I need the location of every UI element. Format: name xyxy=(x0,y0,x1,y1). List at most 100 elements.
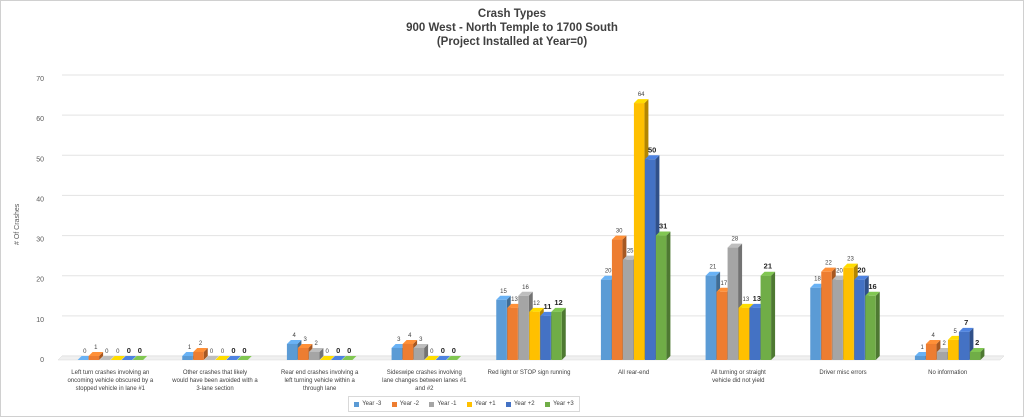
data-label: 0 xyxy=(221,349,225,355)
y-axis-label: # Of Crashes xyxy=(14,203,21,245)
legend-item: Year -1 xyxy=(429,401,456,407)
bar-top xyxy=(204,356,219,360)
bar-top xyxy=(110,356,126,360)
bar xyxy=(969,351,981,360)
bar xyxy=(182,355,193,360)
data-label: 64 xyxy=(638,92,645,98)
bar xyxy=(947,339,959,360)
bar xyxy=(193,351,204,360)
bar xyxy=(496,299,507,360)
data-label: 0 xyxy=(105,349,109,355)
bar xyxy=(914,355,926,360)
data-label: 16 xyxy=(868,282,876,291)
bar-top xyxy=(391,343,407,348)
data-label: 5 xyxy=(953,329,957,335)
y-tick-label: 70 xyxy=(36,76,44,83)
bar xyxy=(738,307,750,360)
bar xyxy=(507,307,518,360)
bar xyxy=(727,247,739,360)
bar xyxy=(88,355,100,360)
bar xyxy=(832,279,843,360)
data-label: 15 xyxy=(500,289,507,295)
legend-item: Year -3 xyxy=(354,401,381,407)
bar-top xyxy=(843,263,858,268)
data-label: 1 xyxy=(920,345,924,351)
y-tick-label: 0 xyxy=(40,357,44,364)
bar-top xyxy=(738,303,754,308)
legend-item: Year +1 xyxy=(466,401,496,407)
bar xyxy=(633,103,645,360)
x-tick-label: Rear end crashes involving a left turning… xyxy=(281,370,359,392)
bar-top xyxy=(237,356,252,360)
data-label: 2 xyxy=(199,341,203,347)
legend-label: Year -2 xyxy=(399,401,419,407)
bar-side xyxy=(424,343,429,360)
bar xyxy=(843,267,854,360)
bar xyxy=(402,343,414,360)
bar-top xyxy=(518,291,533,296)
data-label: 12 xyxy=(554,298,562,307)
x-tick-label: Other crashes that likely would have been… xyxy=(171,370,258,392)
data-label: 0 xyxy=(83,349,87,355)
data-label: 21 xyxy=(709,265,716,271)
bar-top xyxy=(633,99,649,104)
bar xyxy=(810,287,821,360)
y-tick-label: 10 xyxy=(36,317,44,324)
bar-top xyxy=(551,307,566,312)
legend: Year -3 Year -2 Year -1 Year +1 Year +2 Year … xyxy=(348,396,580,412)
bar-top xyxy=(644,155,660,160)
bar xyxy=(529,311,540,360)
bar-top xyxy=(936,347,952,352)
bar-top xyxy=(821,267,836,272)
data-label: 0 xyxy=(452,346,456,355)
bar-top xyxy=(215,356,230,360)
bar-side xyxy=(203,347,208,360)
bar-top xyxy=(727,243,743,248)
bar-top xyxy=(529,307,544,312)
data-label: 28 xyxy=(731,237,738,243)
y-tick-label: 50 xyxy=(36,156,44,163)
bar xyxy=(655,235,667,360)
legend-label: Year +1 xyxy=(474,401,496,407)
data-label: 20 xyxy=(857,266,865,275)
data-label: 22 xyxy=(825,261,832,267)
data-label: 18 xyxy=(814,277,821,283)
data-label: 0 xyxy=(441,346,445,355)
bar xyxy=(391,347,403,360)
bar-top xyxy=(540,311,555,316)
bar-top xyxy=(507,303,522,308)
bar-top xyxy=(496,295,511,300)
bar xyxy=(644,159,656,360)
bar xyxy=(551,311,562,360)
bar-top xyxy=(341,356,357,360)
bar-top xyxy=(121,356,137,360)
data-label: 1 xyxy=(188,345,192,351)
data-label: 13 xyxy=(511,297,518,303)
bar-top xyxy=(947,335,963,340)
legend-item: Year +3 xyxy=(545,401,574,407)
bar-top xyxy=(655,231,671,236)
legend-swatch xyxy=(505,401,511,407)
data-label: 3 xyxy=(419,337,423,343)
data-label: 4 xyxy=(408,333,412,339)
y-tick-label: 20 xyxy=(36,277,44,284)
data-label: 11 xyxy=(544,302,552,311)
bar-top xyxy=(193,347,208,352)
chart-subtitle: 900 West - North Temple to 1700 South xyxy=(406,22,618,34)
bar xyxy=(413,347,425,360)
bar-top xyxy=(226,356,241,360)
data-label: 0 xyxy=(231,346,235,355)
data-label: 0 xyxy=(336,346,340,355)
data-label: 0 xyxy=(116,349,120,355)
data-label: 2 xyxy=(942,341,946,347)
data-label: 7 xyxy=(964,318,968,327)
bar-top xyxy=(99,356,115,360)
bar-top xyxy=(925,339,941,344)
chart-title: Crash Types xyxy=(477,8,547,20)
bar xyxy=(821,271,832,360)
x-tick-label: Sideswipe crashes involving lane changes … xyxy=(382,370,467,392)
legend-swatch xyxy=(391,401,397,407)
bar-top xyxy=(308,347,324,352)
x-tick-label: Driver misc errors xyxy=(819,370,866,376)
bar-top xyxy=(600,275,616,280)
